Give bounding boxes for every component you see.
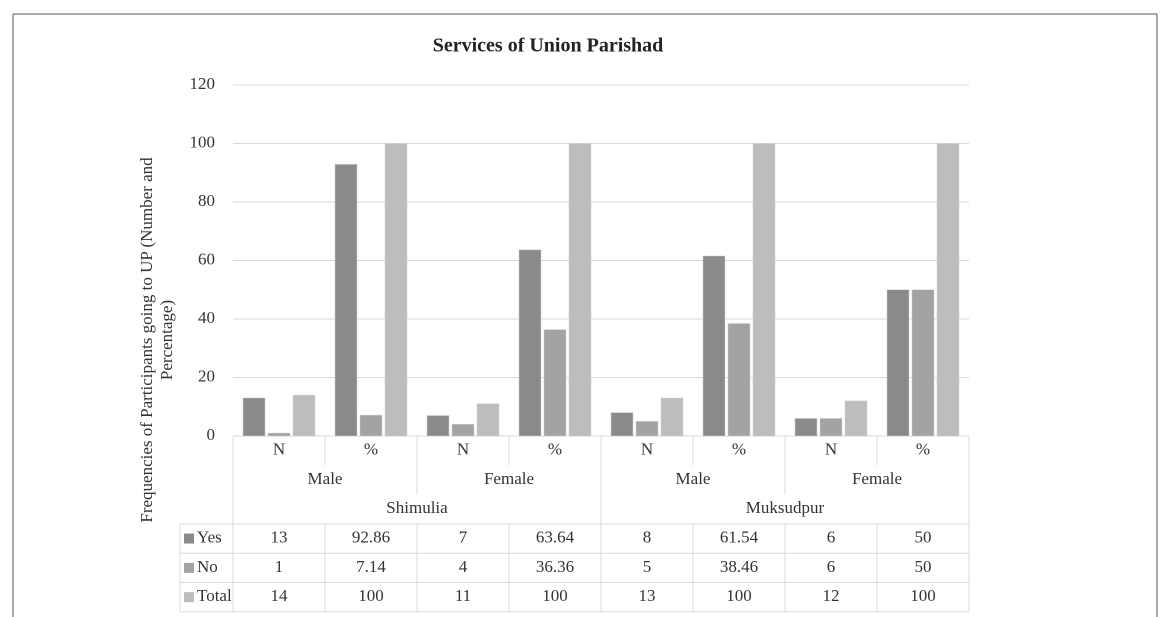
table-cell: 14 — [271, 586, 289, 605]
x-tick-label: N — [641, 440, 653, 459]
table-cell: 13 — [271, 527, 288, 546]
table-cell: 13 — [639, 586, 656, 605]
table-cell: 61.54 — [720, 527, 759, 546]
legend-label: No — [197, 557, 218, 576]
table-cell: 38.46 — [720, 557, 758, 576]
bar — [794, 418, 818, 437]
x-tick-label: % — [548, 440, 562, 459]
group-label: Male — [308, 469, 343, 488]
table-cell: 100 — [542, 586, 568, 605]
y-tick-label: 120 — [190, 74, 216, 93]
legend-label: Total — [197, 586, 232, 605]
chart-title: Services of Union Parishad — [433, 35, 664, 57]
table-cell: 8 — [643, 527, 652, 546]
y-tick-label: 40 — [198, 308, 215, 327]
bar — [426, 415, 450, 437]
x-tick-label: N — [825, 440, 837, 459]
table-cell: 7 — [459, 527, 468, 546]
x-tick-label: N — [273, 440, 285, 459]
bar — [752, 143, 776, 437]
x-tick-label: % — [732, 440, 746, 459]
bar — [819, 418, 843, 437]
bar — [543, 329, 567, 437]
table-cell: 50 — [915, 527, 932, 546]
bar — [635, 421, 659, 437]
table-cell: 6 — [827, 557, 836, 576]
table-cell: 63.64 — [536, 527, 575, 546]
bar — [267, 432, 291, 437]
bar — [476, 403, 500, 437]
bar — [242, 397, 266, 437]
bar — [886, 289, 910, 437]
bar — [568, 143, 592, 437]
bar — [451, 424, 475, 437]
y-tick-label: 100 — [190, 132, 216, 151]
table-cell: 100 — [726, 586, 752, 605]
y-axis-label: Frequencies of Participants going to UP … — [137, 157, 156, 523]
bar — [610, 412, 634, 437]
table-cell: 5 — [643, 557, 652, 576]
x-tick-label: % — [364, 440, 378, 459]
bar — [911, 289, 935, 437]
bar — [702, 255, 726, 437]
bar — [292, 394, 316, 437]
bar — [936, 143, 960, 437]
table-cell: 4 — [459, 557, 468, 576]
bar — [334, 164, 358, 437]
y-tick-label: 0 — [207, 425, 216, 444]
bar — [518, 249, 542, 437]
legend-key — [184, 562, 194, 573]
group-label: Female — [484, 469, 534, 488]
bar — [384, 143, 408, 437]
table-cell: 11 — [455, 586, 471, 605]
group-label: Shimulia — [386, 498, 448, 517]
table-cell: 50 — [915, 557, 932, 576]
group-label: Male — [676, 469, 711, 488]
legend-label: Yes — [197, 527, 222, 546]
bar — [727, 323, 751, 437]
bar — [359, 414, 383, 437]
table-cell: 6 — [827, 527, 836, 546]
table-cell: 7.14 — [356, 557, 386, 576]
y-axis-label: Percentage) — [157, 300, 176, 380]
table-cell: 100 — [910, 586, 936, 605]
bar — [660, 397, 684, 437]
legend-key — [184, 592, 194, 603]
table-cell: 12 — [823, 586, 840, 605]
y-tick-label: 80 — [198, 191, 215, 210]
bar — [844, 400, 868, 437]
table-cell: 92.86 — [352, 527, 390, 546]
table-cell: 100 — [358, 586, 384, 605]
x-tick-label: % — [916, 440, 930, 459]
y-tick-label: 20 — [198, 366, 215, 385]
table-cell: 1 — [275, 557, 284, 576]
table-cell: 36.36 — [536, 557, 574, 576]
x-tick-label: N — [457, 440, 469, 459]
group-label: Female — [852, 469, 902, 488]
group-label: Muksudpur — [746, 498, 825, 517]
y-tick-label: 60 — [198, 249, 215, 268]
legend-key — [184, 533, 194, 544]
